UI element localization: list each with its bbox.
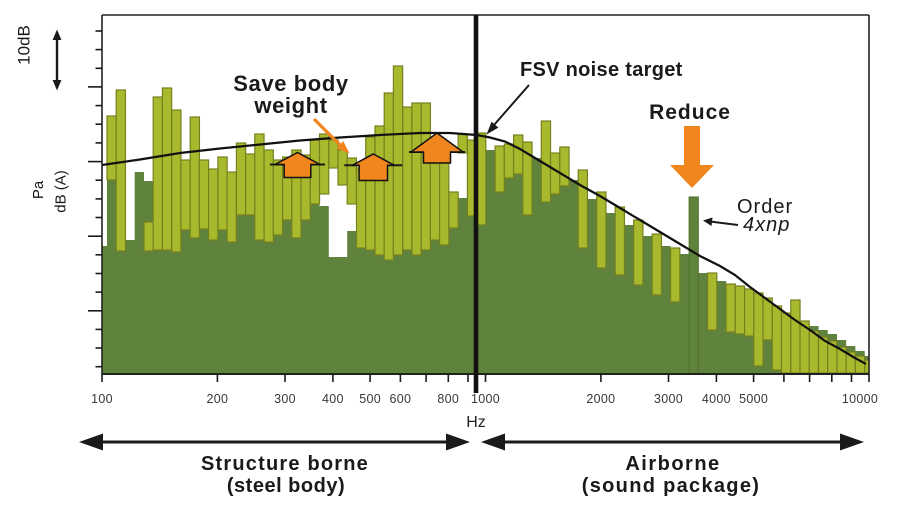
svg-text:500: 500 bbox=[359, 392, 381, 406]
svg-text:300: 300 bbox=[274, 392, 296, 406]
svg-text:FSV noise target: FSV noise target bbox=[520, 59, 683, 81]
svg-text:weight: weight bbox=[253, 93, 327, 118]
svg-text:Pa: Pa bbox=[30, 180, 47, 199]
svg-text:100: 100 bbox=[91, 392, 113, 406]
svg-text:5000: 5000 bbox=[739, 392, 768, 406]
svg-text:4xnp: 4xnp bbox=[743, 214, 790, 236]
svg-text:Order: Order bbox=[737, 196, 793, 218]
svg-text:Reduce: Reduce bbox=[649, 101, 731, 124]
svg-text:3000: 3000 bbox=[654, 392, 683, 406]
svg-text:400: 400 bbox=[322, 392, 344, 406]
svg-text:4000: 4000 bbox=[702, 392, 731, 406]
svg-text:2000: 2000 bbox=[586, 392, 615, 406]
svg-text:Airborne: Airborne bbox=[625, 453, 720, 475]
svg-text:600: 600 bbox=[390, 392, 412, 406]
svg-text:Structure borne: Structure borne bbox=[201, 453, 369, 475]
svg-text:(steel body): (steel body) bbox=[227, 475, 345, 497]
svg-text:10000: 10000 bbox=[842, 392, 878, 406]
svg-text:200: 200 bbox=[207, 392, 229, 406]
svg-text:800: 800 bbox=[437, 392, 459, 406]
svg-text:10dB: 10dB bbox=[15, 25, 34, 65]
svg-text:dB (A): dB (A) bbox=[53, 170, 70, 213]
svg-text:1000: 1000 bbox=[471, 392, 500, 406]
svg-text:Save body: Save body bbox=[233, 71, 349, 96]
svg-text:Hz: Hz bbox=[466, 414, 486, 431]
svg-text:(sound package): (sound package) bbox=[582, 475, 760, 497]
